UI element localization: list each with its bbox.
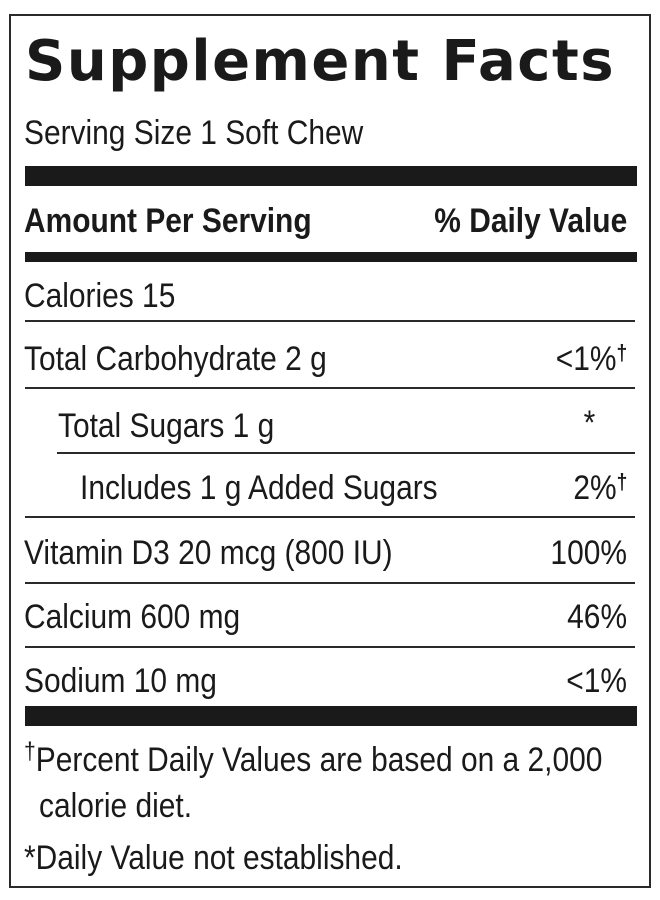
daily-value-sodium: <1% — [566, 662, 627, 700]
nutrient-name-total-sugars: Total Sugars 1 g — [58, 407, 275, 445]
panel-title: Supplement Facts — [25, 29, 616, 94]
serving-size: Serving Size 1 Soft Chew — [24, 114, 364, 152]
daily-value-vitamin-d3: 100% — [550, 534, 627, 572]
thick-divider-bottom — [25, 706, 637, 726]
row-divider — [25, 582, 635, 584]
supplement-facts-panel: Supplement Facts Serving Size 1 Soft Che… — [9, 14, 651, 888]
daily-value-total-carbohydrate: <1%† — [555, 340, 628, 378]
asterisk-mark: * — [24, 839, 36, 877]
daily-value-header: % Daily Value — [434, 202, 627, 240]
daily-value-added-sugars: 2%† — [572, 469, 627, 507]
footnote-daily-values: †Percent Daily Values are based on a 2,0… — [24, 738, 603, 779]
dagger-mark: † — [616, 469, 627, 494]
nutrient-name-added-sugars: Includes 1 g Added Sugars — [80, 469, 438, 507]
daily-value-total-sugars: * — [583, 404, 595, 442]
row-divider — [25, 320, 635, 322]
amount-per-serving-header: Amount Per Serving — [24, 202, 312, 240]
nutrient-name-sodium: Sodium 10 mg — [24, 662, 217, 700]
row-divider — [57, 452, 635, 454]
nutrient-name-total-carbohydrate: Total Carbohydrate 2 g — [24, 340, 327, 378]
row-divider — [25, 646, 635, 648]
nutrient-name-vitamin-d3: Vitamin D3 20 mcg (800 IU) — [24, 534, 393, 572]
dagger-mark: † — [24, 738, 36, 765]
footnote-daily-values-continued: calorie diet. — [39, 787, 193, 825]
thick-divider-top — [25, 166, 637, 186]
medium-divider — [25, 252, 637, 262]
daily-value-calcium: 46% — [567, 598, 627, 636]
row-divider — [25, 516, 635, 518]
nutrient-name-calories: Calories 15 — [24, 277, 176, 315]
footnote-not-established: *Daily Value not established. — [24, 839, 403, 877]
row-divider — [25, 387, 635, 389]
dagger-mark: † — [616, 340, 627, 365]
nutrient-name-calcium: Calcium 600 mg — [24, 598, 241, 636]
